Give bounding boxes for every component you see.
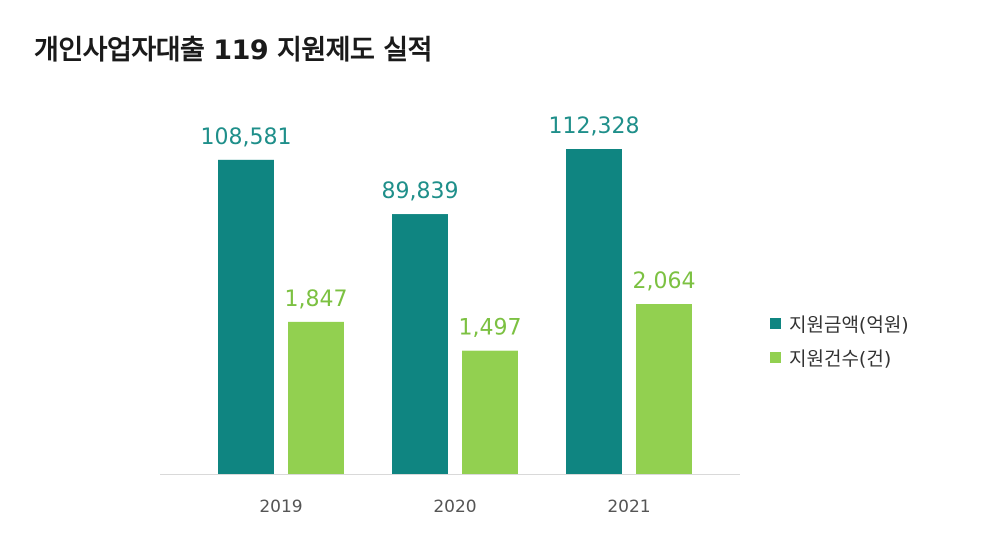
legend-label-count: 지원건수(건) (789, 347, 892, 370)
legend-label-amount: 지원금액(억원) (789, 313, 909, 336)
x-tick-2020: 2020 (433, 497, 476, 517)
data-label-0-2021: 112,328 (549, 114, 640, 139)
data-label-0-2019: 108,581 (201, 125, 292, 150)
legend: 지원금액(억원) 지원건수(건) (770, 306, 909, 374)
bar-1-2020 (462, 350, 518, 474)
bar-1-2021 (636, 304, 692, 474)
data-label-1-2019: 1,847 (285, 287, 348, 312)
x-tick-2019: 2019 (259, 497, 302, 517)
data-label-1-2020: 1,497 (459, 316, 522, 341)
legend-swatch-amount (770, 317, 781, 329)
data-label-1-2021: 2,064 (633, 269, 696, 294)
data-label-0-2020: 89,839 (382, 179, 459, 204)
bar-1-2019 (288, 321, 344, 474)
bar-0-2019 (218, 159, 274, 474)
bar-0-2020 (392, 214, 448, 475)
chart-title: 개인사업자대출 119 지원제도 실적 (34, 35, 432, 66)
bar-0-2021 (566, 149, 622, 474)
x-tick-2021: 2021 (607, 497, 650, 517)
legend-swatch-count (770, 351, 781, 363)
legend-item-amount: 지원금액(억원) (770, 306, 909, 340)
legend-item-count: 지원건수(건) (770, 340, 909, 374)
